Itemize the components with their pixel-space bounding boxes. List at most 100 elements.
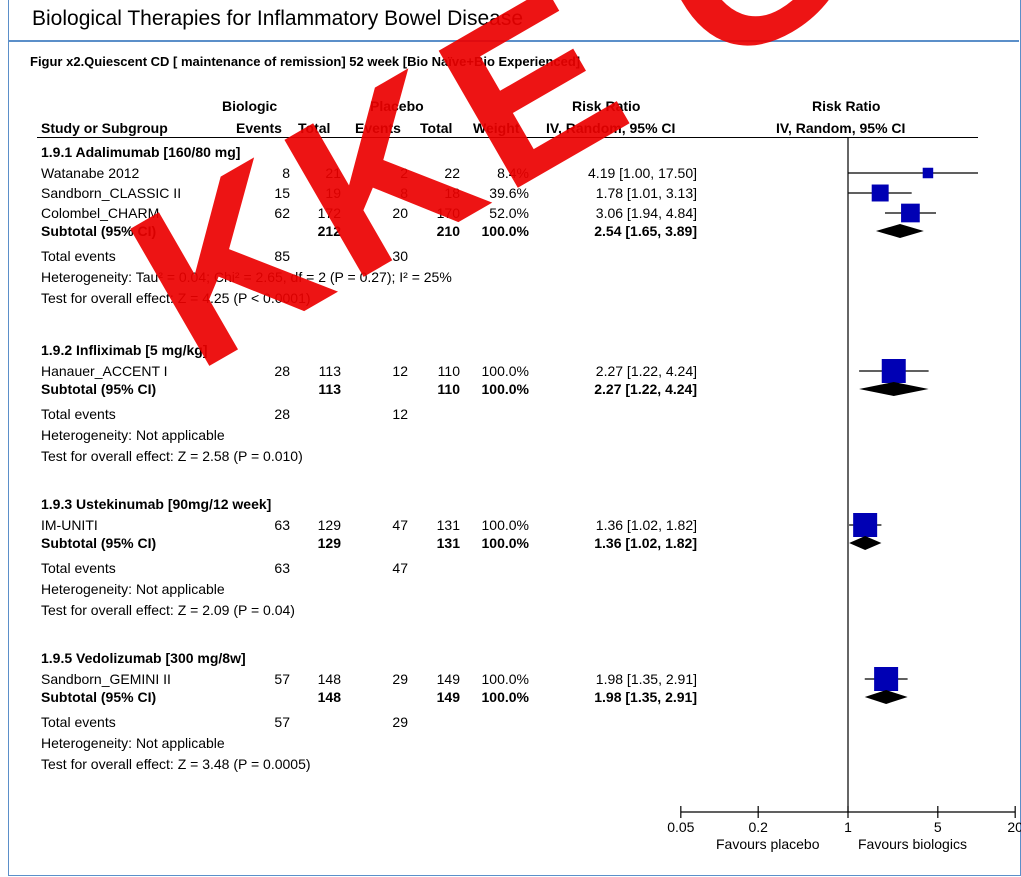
study-weight: 100.0%: [481, 671, 529, 687]
study-square: [922, 167, 934, 179]
subtotal-label: Subtotal (95% CI): [41, 689, 157, 705]
subtotal-diamond: [849, 536, 882, 550]
total-events-label: Total events: [41, 714, 116, 730]
subtotal-weight: 100.0%: [481, 689, 529, 705]
study-weight: 100.0%: [481, 363, 529, 379]
total-events-biologic: 85: [274, 248, 290, 264]
page-title: Biological Therapies for Inflammatory Bo…: [32, 7, 523, 30]
study-total-placebo: 170: [436, 205, 460, 221]
study-name: Watanabe 2012: [41, 165, 140, 181]
study-weight: 39.6%: [489, 185, 529, 201]
study-total-placebo: 131: [436, 517, 460, 533]
subtotal-total-placebo: 149: [436, 689, 460, 705]
total-events-placebo: 47: [392, 560, 408, 576]
study-weight: 52.0%: [489, 205, 529, 221]
study-total-biologic: 148: [317, 671, 341, 687]
subtotal-total-placebo: 131: [436, 535, 460, 551]
study-square: [871, 184, 889, 202]
subtotal-ci: 1.36 [1.02, 1.82]: [594, 535, 697, 551]
study-total-placebo: 149: [436, 671, 460, 687]
x-tick-label: 1: [844, 819, 852, 835]
total-events-placebo: 12: [392, 406, 408, 422]
overall-effect-text: Test for overall effect: Z = 2.58 (P = 0…: [41, 448, 303, 464]
study-events-placebo: 12: [392, 363, 408, 379]
subtotal-ci: 2.54 [1.65, 3.89]: [594, 223, 697, 239]
group-heading: 1.9.2 Infliximab [5 mg/kg]: [41, 342, 208, 358]
group-heading: 1.9.5 Vedolizumab [300 mg/8w]: [41, 650, 246, 666]
subtotal-weight: 100.0%: [481, 223, 529, 239]
study-total-placebo: 22: [444, 165, 460, 181]
study-square: [853, 513, 878, 537]
subtotal-total-biologic: 113: [318, 381, 341, 397]
study-ci: 1.98 [1.35, 2.91]: [595, 671, 697, 687]
study-ci: 2.27 [1.22, 4.24]: [595, 363, 697, 379]
study-weight: 8.4%: [497, 165, 529, 181]
study-ci: 1.78 [1.01, 3.13]: [595, 185, 697, 201]
heterogeneity-text: Heterogeneity: Tau² = 0.04; Chi² = 2.65,…: [41, 269, 452, 285]
study-name: Hanauer_ACCENT I: [41, 363, 168, 379]
study-events-biologic: 8: [282, 165, 290, 181]
overall-effect-text: Test for overall effect: Z = 4.25 (P < 0…: [41, 290, 311, 306]
subtotal-label: Subtotal (95% CI): [41, 535, 157, 551]
study-events-placebo: 2: [400, 165, 408, 181]
study-weight: 100.0%: [481, 517, 529, 533]
subtotal-total-biologic: 148: [317, 689, 341, 705]
title-rule: [8, 40, 1019, 42]
study-ci: 4.19 [1.00, 17.50]: [588, 165, 697, 181]
study-events-biologic: 28: [274, 363, 290, 379]
study-events-biologic: 15: [274, 185, 290, 201]
study-events-biologic: 62: [274, 205, 290, 221]
header-study: Study or Subgroup: [41, 120, 168, 136]
study-total-biologic: 113: [318, 363, 341, 379]
heterogeneity-text: Heterogeneity: Not applicable: [41, 735, 225, 751]
total-events-biologic: 57: [274, 714, 290, 730]
subtotal-weight: 100.0%: [481, 535, 529, 551]
overall-effect-text: Test for overall effect: Z = 3.48 (P = 0…: [41, 756, 311, 772]
study-total-biologic: 172: [317, 205, 341, 221]
study-events-placebo: 29: [392, 671, 408, 687]
subtotal-ci: 2.27 [1.22, 4.24]: [594, 381, 697, 397]
study-name: IM-UNITI: [41, 517, 98, 533]
study-name: Sandborn_GEMINI II: [41, 671, 171, 687]
total-events-label: Total events: [41, 560, 116, 576]
header-weight: Weight: [473, 120, 520, 136]
study-ci: 3.06 [1.94, 4.84]: [595, 205, 697, 221]
group-heading: 1.9.3 Ustekinumab [90mg/12 week]: [41, 496, 272, 512]
total-events-biologic: 63: [274, 560, 290, 576]
x-tick-label: 20: [1007, 819, 1021, 835]
heterogeneity-text: Heterogeneity: Not applicable: [41, 581, 225, 597]
header-risk-ratio-left: Risk Ratio: [572, 98, 641, 114]
subtotal-total-biologic: 212: [317, 223, 341, 239]
subtotal-total-biologic: 129: [317, 535, 341, 551]
study-name: Colombel_CHARM: [41, 205, 160, 221]
header-biologic: Biologic: [222, 98, 278, 114]
header-risk-ratio-right: Risk Ratio: [812, 98, 881, 114]
subtotal-total-placebo: 210: [436, 223, 460, 239]
subtotal-label: Subtotal (95% CI): [41, 223, 157, 239]
x-tick-label: 5: [934, 819, 942, 835]
header-placebo: Placebo: [370, 98, 424, 114]
total-events-biologic: 28: [274, 406, 290, 422]
study-total-biologic: 21: [325, 165, 341, 181]
favours-placebo-label: Favours placebo: [716, 836, 820, 852]
study-events-biologic: 57: [274, 671, 290, 687]
subtotal-total-placebo: 110: [437, 381, 460, 397]
header-total-biologic: Total: [298, 120, 331, 136]
study-events-placebo: 20: [392, 205, 408, 221]
header-events-biologic: Events: [236, 120, 282, 136]
header-method-left: IV, Random, 95% CI: [546, 120, 676, 136]
study-total-biologic: 129: [317, 517, 341, 533]
total-events-label: Total events: [41, 406, 116, 422]
group-heading: 1.9.1 Adalimumab [160/80 mg]: [41, 144, 241, 160]
total-events-placebo: 30: [392, 248, 408, 264]
subtotal-diamond: [864, 690, 908, 704]
subtotal-diamond: [875, 224, 924, 238]
study-name: Sandborn_CLASSIC II: [41, 185, 182, 201]
total-events-label: Total events: [41, 248, 116, 264]
study-total-placebo: 18: [444, 185, 460, 201]
header-events-placebo: Events: [355, 120, 401, 136]
subtotal-diamond: [859, 382, 929, 396]
study-total-placebo: 110: [437, 363, 460, 379]
study-square: [881, 359, 906, 383]
